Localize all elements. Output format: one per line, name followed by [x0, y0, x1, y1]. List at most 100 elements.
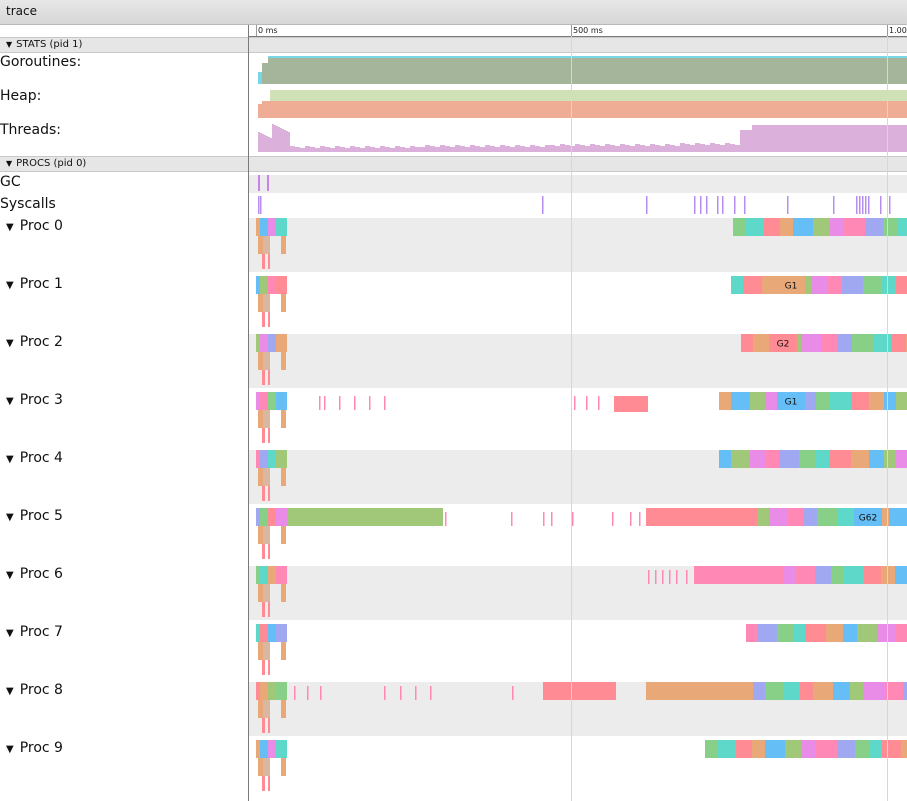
collapse-triangle-icon[interactable]: ▼ [6, 744, 14, 755]
threads-bar[interactable] [305, 146, 310, 152]
trace-tick[interactable] [445, 512, 447, 526]
trace-slice[interactable] [268, 682, 276, 700]
trace-slice[interactable] [268, 544, 270, 559]
threads-bar[interactable] [435, 147, 440, 152]
trace-tick[interactable] [512, 686, 514, 700]
threads-bar[interactable] [655, 145, 660, 152]
threads-bar[interactable] [360, 148, 365, 152]
trace-slice[interactable] [833, 682, 850, 700]
trace-slice[interactable] [262, 660, 265, 675]
trace-slice[interactable] [811, 276, 828, 294]
trace-slice[interactable] [268, 450, 276, 468]
collapse-triangle-icon[interactable]: ▼ [6, 454, 14, 465]
trace-slice[interactable] [268, 312, 270, 327]
trace-slice[interactable] [838, 334, 852, 352]
threads-bar[interactable] [565, 145, 570, 152]
trace-slice[interactable] [281, 700, 286, 718]
threads-bar[interactable] [600, 146, 605, 152]
trace-slice[interactable] [268, 566, 276, 584]
trace-slice[interactable] [276, 450, 287, 468]
threads-bar[interactable] [330, 148, 335, 152]
trace-slice[interactable] [263, 758, 270, 776]
threads-bar[interactable] [730, 144, 735, 152]
trace-slice[interactable] [256, 624, 260, 642]
threads-bar[interactable] [740, 130, 752, 152]
trace-slice[interactable] [731, 392, 750, 410]
threads-bar[interactable] [495, 147, 500, 152]
trace-tick[interactable] [574, 396, 576, 410]
trace-slice[interactable] [804, 508, 817, 526]
trace-slice[interactable] [896, 450, 907, 468]
threads-bar[interactable] [585, 146, 590, 152]
trace-tick[interactable] [669, 570, 671, 584]
trace-slice[interactable] [262, 544, 265, 559]
trace-tick[interactable] [612, 512, 614, 526]
trace-timeline-canvas[interactable]: G1 G2 G1 G62 [249, 36, 907, 801]
trace-slice[interactable] [830, 450, 851, 468]
threads-bar[interactable] [278, 127, 280, 152]
threads-bar[interactable] [295, 147, 300, 152]
threads-bar[interactable] [340, 147, 345, 152]
trace-slice[interactable] [830, 392, 851, 410]
trace-slice[interactable] [268, 776, 270, 791]
trace-slice[interactable] [903, 682, 907, 700]
trace-tick[interactable] [415, 686, 417, 700]
sidebar-divider[interactable] [248, 25, 249, 801]
threads-bar[interactable] [490, 146, 495, 152]
trace-slice[interactable] [837, 508, 854, 526]
trace-slice[interactable] [276, 508, 287, 526]
trace-slice[interactable] [258, 352, 263, 370]
syscall-event[interactable] [542, 196, 544, 214]
threads-bar[interactable] [335, 146, 340, 152]
threads-bar[interactable] [430, 146, 435, 152]
trace-slice[interactable] [769, 334, 797, 352]
trace-slice[interactable] [258, 642, 263, 660]
heap-area-lower[interactable] [262, 101, 907, 118]
threads-bar[interactable] [345, 148, 350, 152]
trace-slice[interactable] [736, 740, 752, 758]
threads-bar[interactable] [320, 146, 325, 152]
syscall-event[interactable] [880, 196, 882, 214]
trace-slice[interactable] [813, 682, 833, 700]
threads-bar[interactable] [725, 143, 730, 152]
trace-slice[interactable] [796, 566, 815, 584]
trace-slice[interactable] [821, 334, 838, 352]
syscall-event[interactable] [734, 196, 736, 214]
trace-slice[interactable] [852, 334, 873, 352]
threads-bar[interactable] [355, 147, 360, 152]
trace-slice[interactable] [263, 236, 270, 254]
trace-slice[interactable] [882, 740, 901, 758]
threads-bar[interactable] [695, 143, 700, 152]
threads-bar[interactable] [290, 146, 295, 152]
collapse-triangle-icon[interactable]: ▼ [6, 686, 14, 697]
trace-slice[interactable] [719, 392, 731, 410]
threads-bar[interactable] [515, 145, 520, 152]
syscall-event[interactable] [889, 196, 891, 214]
trace-slice[interactable] [260, 450, 268, 468]
trace-tick[interactable] [586, 396, 588, 410]
collapse-triangle-icon[interactable]: ▼ [6, 396, 14, 407]
trace-slice[interactable] [256, 392, 260, 410]
trace-slice[interactable] [281, 584, 286, 602]
syscall-event[interactable] [862, 196, 864, 214]
trace-tick[interactable] [339, 396, 341, 410]
threads-bar[interactable] [625, 145, 630, 152]
trace-slice[interactable] [276, 624, 287, 642]
trace-tick[interactable] [384, 396, 386, 410]
threads-bar[interactable] [735, 145, 740, 152]
trace-slice[interactable] [750, 450, 766, 468]
trace-slice[interactable] [898, 218, 907, 236]
threads-bar[interactable] [505, 146, 510, 152]
threads-bar[interactable] [272, 124, 274, 152]
threads-bar[interactable] [395, 146, 400, 152]
trace-slice[interactable] [851, 450, 869, 468]
trace-slice[interactable] [268, 508, 276, 526]
threads-bar[interactable] [455, 145, 460, 152]
proc-label-4[interactable]: ▼ Proc 4 [6, 450, 63, 466]
threads-bar[interactable] [440, 145, 445, 152]
trace-tick[interactable] [639, 512, 641, 526]
syscall-event[interactable] [694, 196, 696, 214]
trace-slice[interactable] [543, 682, 616, 700]
trace-slice[interactable] [646, 508, 757, 526]
trace-tick[interactable] [662, 570, 664, 584]
